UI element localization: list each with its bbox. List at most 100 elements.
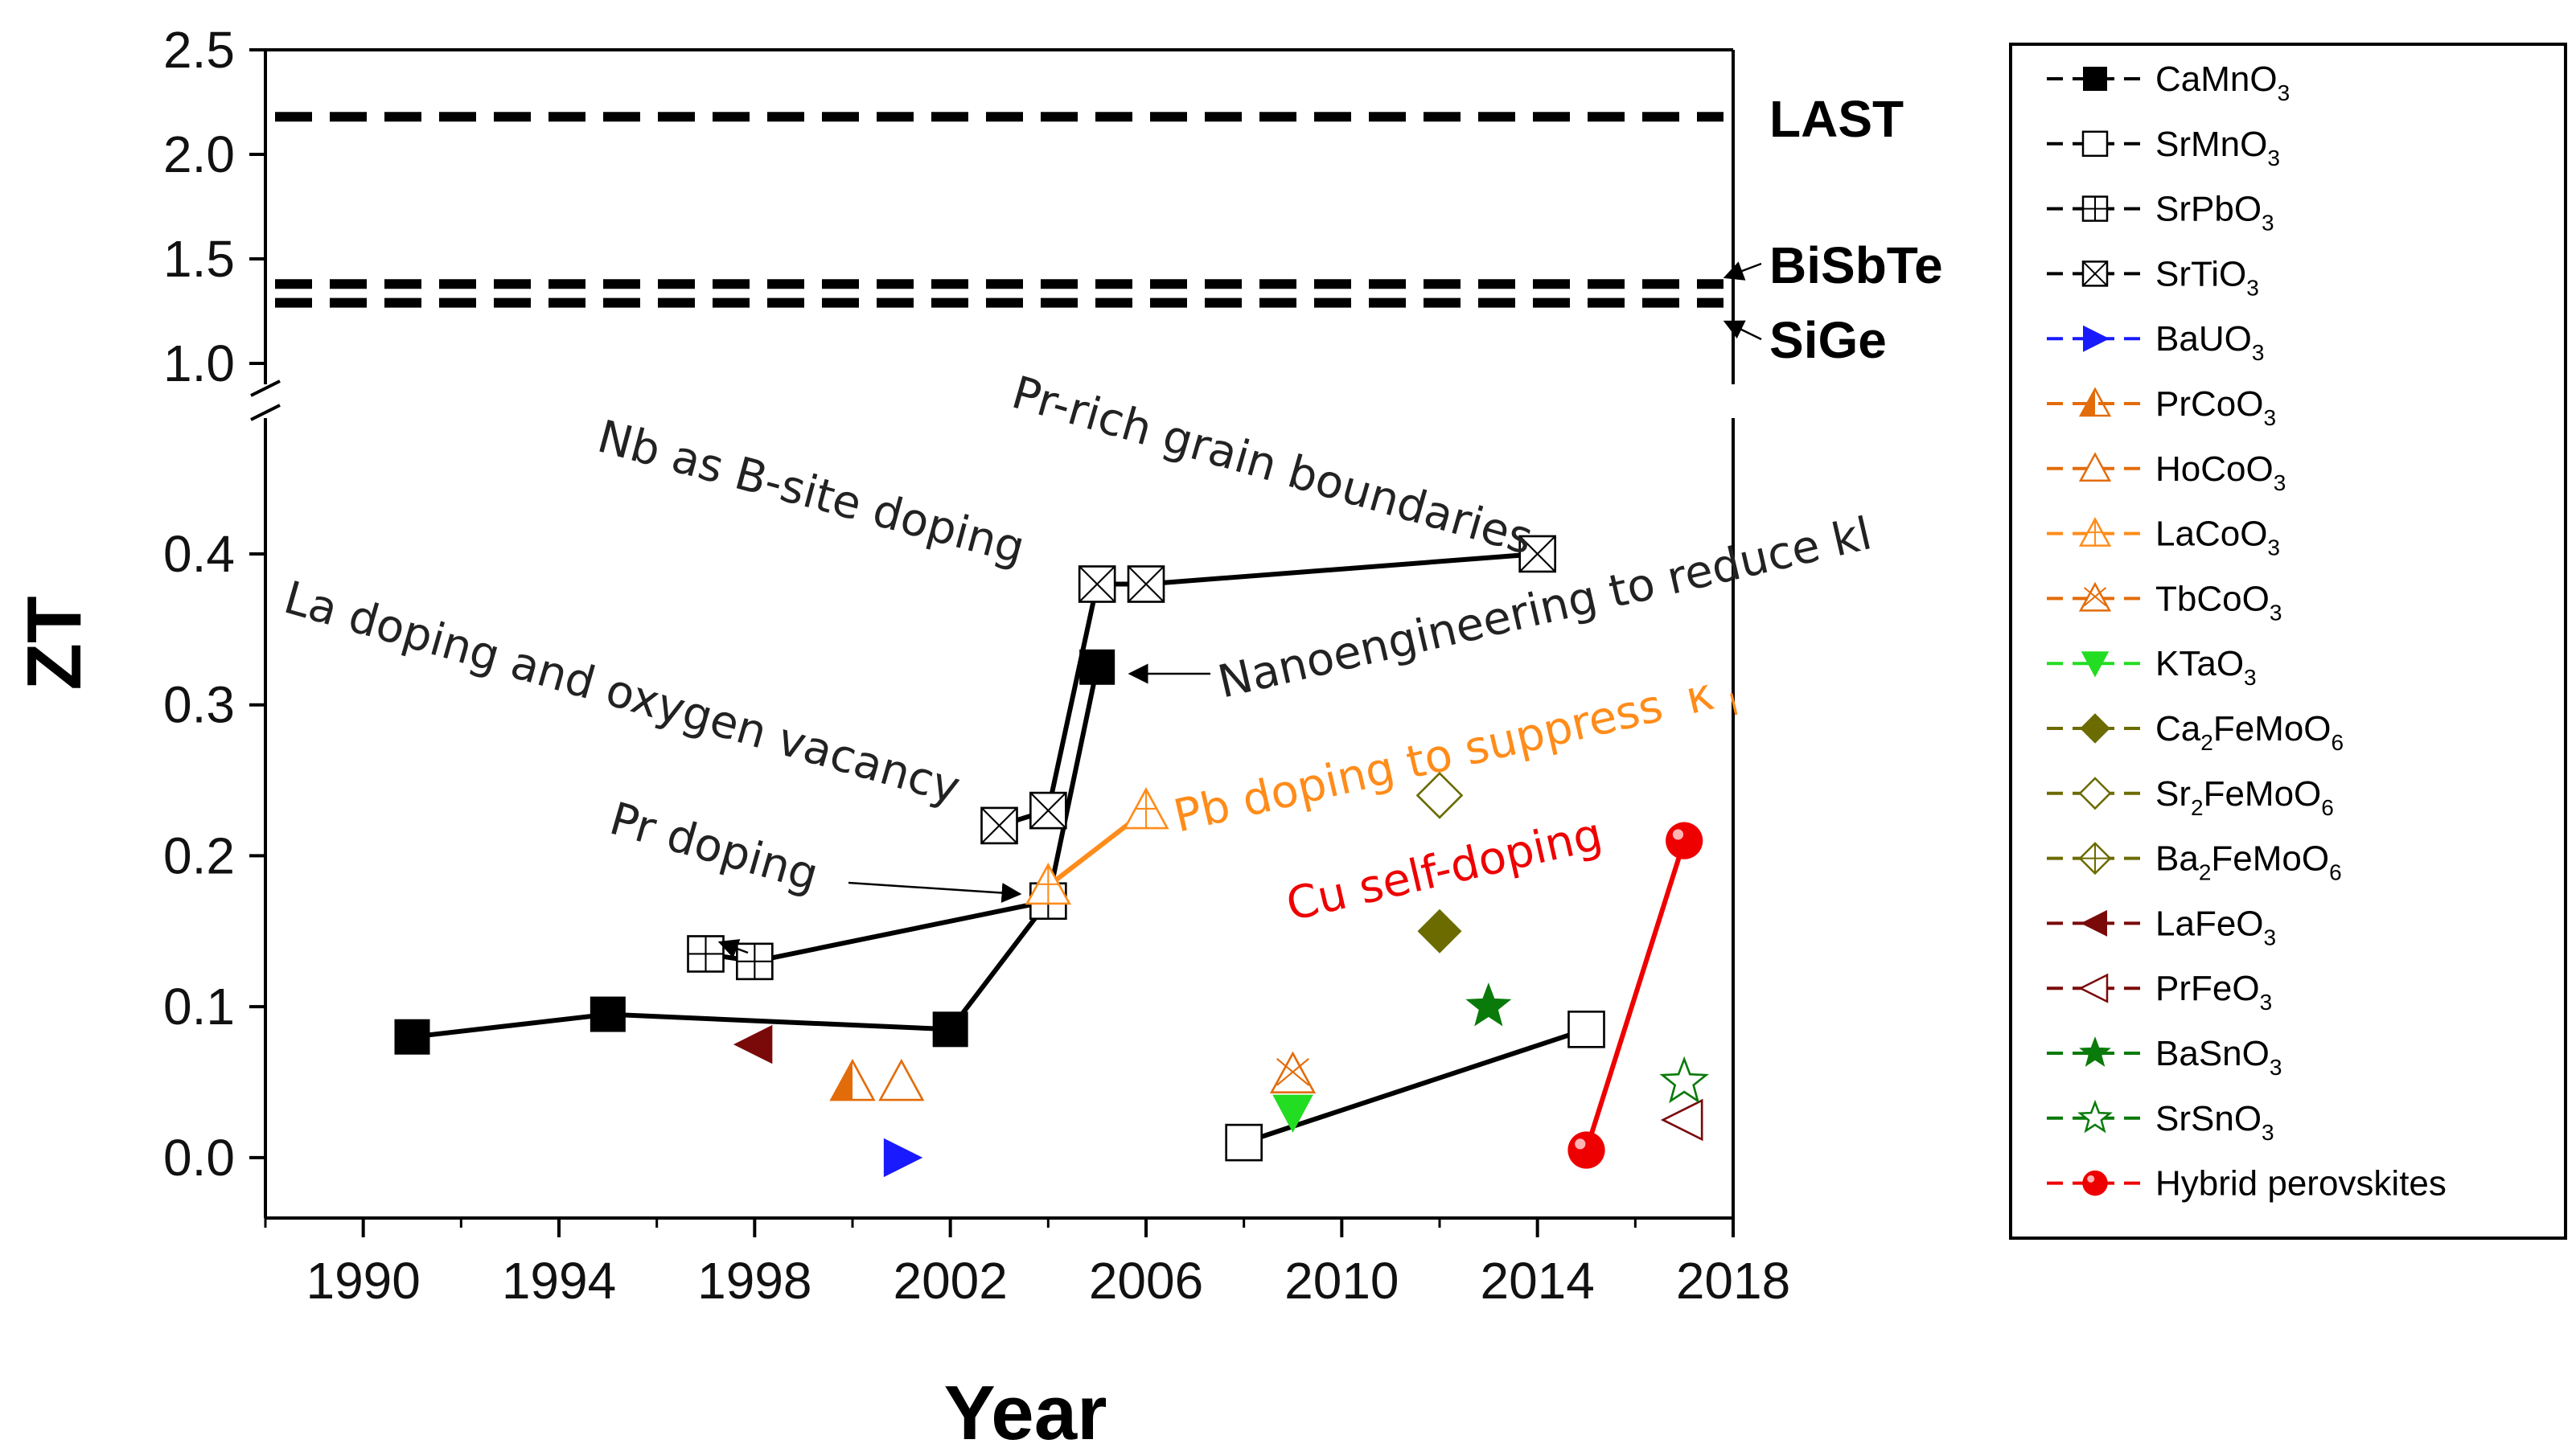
legend-marker xyxy=(2082,1170,2108,1196)
axis-break-mark xyxy=(250,379,281,421)
legend-label: TbCoO3 xyxy=(2155,579,2282,625)
arrow-sige xyxy=(1723,320,1762,341)
plot-frame xyxy=(250,48,1735,1220)
legend-label: PrCoO3 xyxy=(2155,384,2276,430)
series-line-hybrid-perovskites xyxy=(1584,839,1687,1151)
ref-label-last: LAST xyxy=(1769,90,1904,148)
legend-box xyxy=(2009,43,2567,1240)
legend-label: KTaO3 xyxy=(2155,644,2257,690)
legend-label-name: Sr xyxy=(2155,774,2191,814)
legend-label-subscript: 3 xyxy=(2267,146,2280,170)
legend-label: Hybrid perovskites xyxy=(2155,1164,2447,1204)
legend-marker xyxy=(2077,1099,2113,1134)
legend-label: Ca2FeMoO6 xyxy=(2155,709,2344,755)
legend-entry-prcoo: PrCoO3 xyxy=(2047,384,2276,430)
marker-hybrid-perovskites xyxy=(1666,822,1703,859)
legend-label-subscript: 3 xyxy=(2262,1120,2274,1145)
legend-label-subscript: 3 xyxy=(2263,405,2276,430)
legend-label-name: Hybrid perovskites xyxy=(2155,1164,2447,1204)
legend-label-subscript: 3 xyxy=(2260,990,2273,1015)
legend-entry-srtio: SrTiO3 xyxy=(2047,254,2259,300)
marker-lafeo xyxy=(733,1024,773,1064)
legend-marker xyxy=(2078,452,2112,482)
x-tick-label: 2014 xyxy=(1480,1252,1594,1310)
legend-marker xyxy=(2083,325,2110,352)
marker-ktao xyxy=(1272,1094,1313,1133)
x-tick-label: 2010 xyxy=(1284,1252,1399,1310)
y-tick-label: 0.0 xyxy=(163,1129,235,1187)
marker-lacoo xyxy=(1025,862,1071,905)
marker-srtio xyxy=(1029,791,1067,830)
legend-marker xyxy=(2078,777,2112,810)
legend-label-name: BaSnO xyxy=(2155,1034,2270,1073)
marker-srtio xyxy=(1078,565,1116,603)
legend-label-subscript: 2 xyxy=(2199,860,2212,885)
legend-label: HoCoO3 xyxy=(2155,449,2286,495)
legend-label-subscript2: 6 xyxy=(2329,860,2342,885)
legend-entry-hybrid-perovskites: Hybrid perovskites xyxy=(2047,1164,2447,1204)
legend-entry-tbcoo: TbCoO3 xyxy=(2047,579,2282,625)
legend-label-name: PrFeO xyxy=(2155,969,2260,1008)
marker-srtio xyxy=(1127,565,1165,603)
marker-prfeo xyxy=(1660,1098,1703,1142)
legend-label-name: LaCoO xyxy=(2155,515,2267,554)
legend-label-name: SrPbO xyxy=(2155,190,2262,229)
legend-marker xyxy=(2078,387,2112,417)
legend-entry-srfemoo: Sr2FeMoO6 xyxy=(2047,774,2334,820)
y-tick-label: 2.0 xyxy=(163,125,235,183)
legend-marker xyxy=(2080,713,2110,744)
y-axis-title: ZT xyxy=(11,596,97,690)
legend-label-name2: FeMoO xyxy=(2213,709,2332,749)
legend-label-name: HoCoO xyxy=(2155,449,2274,489)
x-tick-label: 1998 xyxy=(697,1252,811,1310)
arrow-bisbte xyxy=(1723,261,1762,281)
legend-marker xyxy=(2079,1036,2111,1067)
x-tick-label: 2002 xyxy=(893,1252,1007,1310)
legend-entry-prfeo: PrFeO3 xyxy=(2047,969,2272,1015)
legend-label: LaFeO3 xyxy=(2155,904,2276,949)
marker-basno xyxy=(1465,982,1512,1027)
legend-label-name: KTaO xyxy=(2155,644,2244,683)
marker-srtio xyxy=(980,806,1018,845)
y-tick-label: 0.4 xyxy=(163,525,235,583)
ref-label-sige: SiGe xyxy=(1769,311,1887,369)
marker-camno xyxy=(932,1011,968,1048)
legend-label: SrTiO3 xyxy=(2155,254,2259,300)
legend-label-name: SrSnO xyxy=(2155,1099,2262,1138)
x-tick-label: 2006 xyxy=(1089,1252,1203,1310)
marker-hocoo xyxy=(878,1058,925,1101)
legend-marker xyxy=(2081,651,2110,678)
marker-lacoo xyxy=(1123,786,1169,830)
legend-label: LaCoO3 xyxy=(2155,515,2280,560)
legend-marker xyxy=(2081,260,2109,287)
x-tick-label: 1990 xyxy=(306,1252,420,1310)
legend-entry-bafemoo: Ba2FeMoO6 xyxy=(2047,839,2342,885)
series-markers xyxy=(394,535,1709,1178)
marker-camno xyxy=(1079,649,1115,685)
annotation-pr-doping: Pr doping xyxy=(604,793,824,902)
x-tick-label: 1994 xyxy=(502,1252,616,1310)
marker-camno xyxy=(590,996,626,1032)
legend-label-subscript: 2 xyxy=(2200,730,2213,755)
legend-marker xyxy=(2081,909,2107,937)
legend-label-subscript: 3 xyxy=(2270,1055,2282,1080)
y-tick-label: 0.3 xyxy=(163,676,235,734)
legend-entry-srsno: SrSnO3 xyxy=(2047,1099,2274,1145)
legend-marker xyxy=(2078,516,2112,547)
x-axis-title: Year xyxy=(944,1370,1107,1456)
legend-label-subscript: 3 xyxy=(2246,275,2259,300)
legend-entry-srmno: SrMnO3 xyxy=(2047,125,2280,170)
y-tick-label: 2.5 xyxy=(163,21,235,79)
annotation-nb-b-site-doping: Nb as B-site doping xyxy=(592,411,1029,575)
y-tick-label: 1.0 xyxy=(163,334,235,392)
annotation-pr-rich-grain-boundaries: Pr-rich grain boundaries xyxy=(1006,367,1539,565)
legend-label-name: LaFeO xyxy=(2155,904,2264,943)
marker-srmno xyxy=(1567,1011,1605,1048)
y-tick-label: 0.1 xyxy=(163,978,235,1036)
legend-label: PrFeO3 xyxy=(2155,969,2272,1015)
marker-tbcoo xyxy=(1269,1051,1317,1093)
legend-label-name: SrMnO xyxy=(2155,125,2267,164)
legend-marker xyxy=(2081,130,2109,158)
legend-label: Sr2FeMoO6 xyxy=(2155,774,2334,820)
legend-label-subscript2: 6 xyxy=(2321,795,2334,820)
